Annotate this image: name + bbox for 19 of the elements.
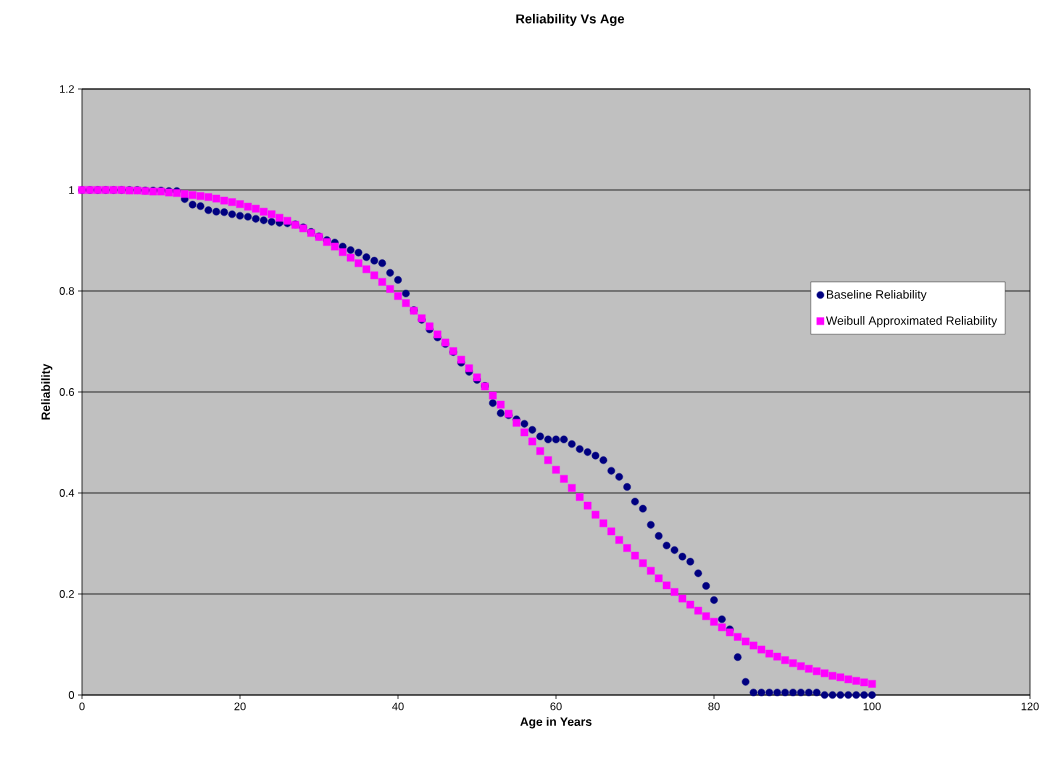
y-tick-label: 1: [69, 186, 74, 194]
legend-label: Baseline Reliability: [826, 289, 927, 302]
y-tick-label: 0.4: [59, 489, 75, 497]
x-tick-label: 120: [1021, 702, 1039, 711]
x-tick-label: 20: [234, 702, 246, 711]
x-tick-label: 60: [550, 702, 562, 711]
x-tick-label: 80: [708, 702, 720, 711]
x-axis-title: Age in Years: [520, 717, 592, 729]
y-tick-label: 0.2: [59, 590, 74, 598]
y-tick-label: 0.6: [59, 388, 74, 396]
legend-label: Weibull Approximated Reliability: [826, 316, 998, 328]
chart-title: Reliability Vs Age: [516, 13, 625, 27]
y-tick-label: 0: [68, 691, 75, 699]
y-tick-label: 0.8: [59, 287, 74, 295]
x-tick-label: 100: [863, 702, 881, 711]
x-tick-label: 0: [79, 702, 85, 711]
x-tick-label: 40: [392, 702, 404, 711]
y-axis-title: Reliability: [41, 363, 53, 420]
y-tick-label: 1.2: [60, 85, 74, 93]
